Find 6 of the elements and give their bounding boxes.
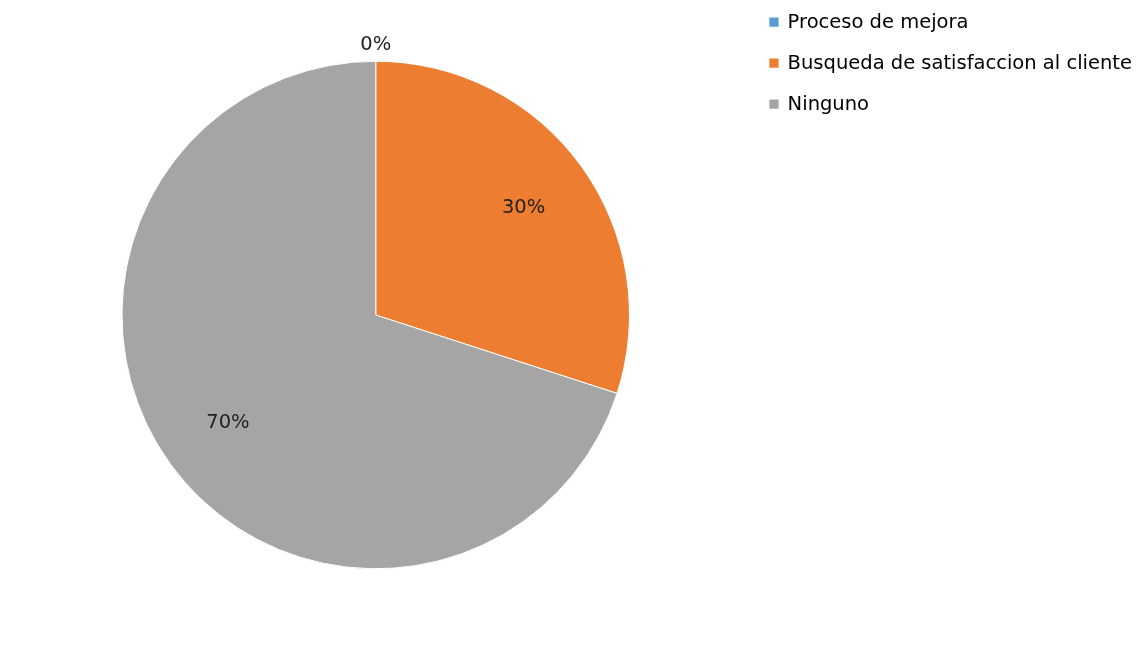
legend-label: Busqueda de satisfaccion al cliente <box>787 51 1132 75</box>
data-label: 30% <box>501 195 546 219</box>
legend-label: Proceso de mejora <box>787 10 969 34</box>
legend-label: Ninguno <box>787 92 870 116</box>
text: 0% <box>360 31 392 55</box>
data-label: 70% <box>206 410 250 434</box>
